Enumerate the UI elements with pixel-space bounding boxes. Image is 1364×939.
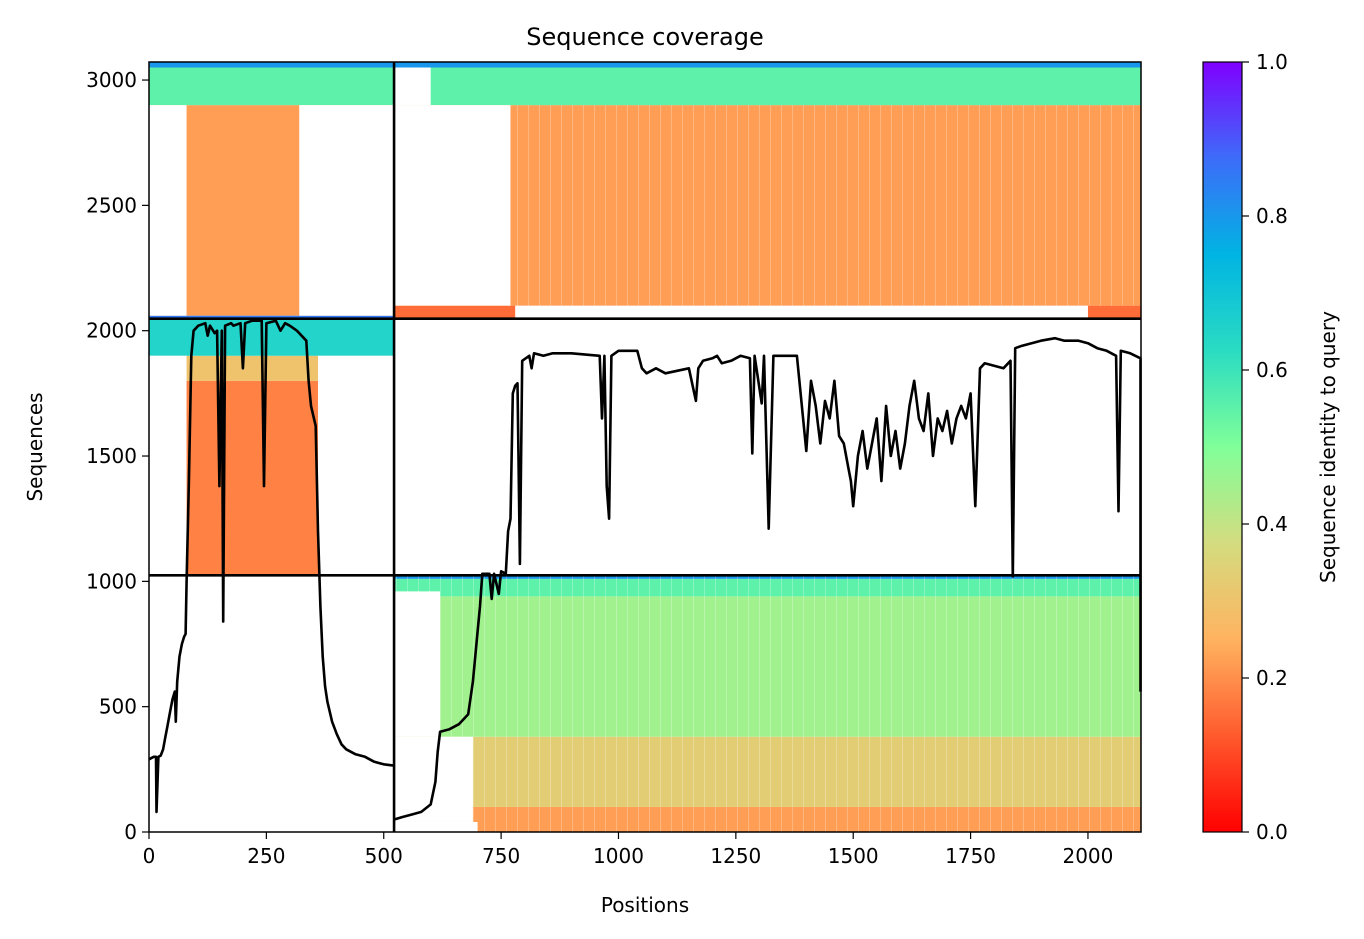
- coverage-gap-5: [394, 67, 431, 106]
- coverage-lines: [148, 319, 1142, 821]
- y-tick-label: 0: [124, 820, 137, 844]
- x-tick-label: 1500: [828, 844, 879, 868]
- x-tick-label: 2000: [1062, 844, 1113, 868]
- identity-band-7: [394, 62, 1141, 68]
- coverage-gap-2: [149, 355, 187, 576]
- colorbar-tick-label: 0.8: [1256, 204, 1288, 228]
- chart-title: Sequence coverage: [526, 23, 763, 51]
- coverage-gap-9: [515, 305, 1088, 319]
- y-tick-label: 2000: [86, 319, 137, 343]
- x-tick-label: 1000: [593, 844, 644, 868]
- x-axis-title: Positions: [601, 893, 689, 917]
- colorbar: [1202, 61, 1243, 833]
- y-axis-title: Sequences: [23, 392, 47, 501]
- identity-band-10: [149, 318, 395, 356]
- colorbar-tick-label: 0.0: [1256, 820, 1288, 844]
- msa-texture-b: [394, 575, 1141, 832]
- colorbar-tick-label: 0.4: [1256, 512, 1288, 536]
- colorbar-ticks: 0.0 0.2 0.4 0.6 0.8 1.0: [1242, 50, 1288, 844]
- y-tick-label: 1000: [86, 569, 137, 593]
- x-tick-label: 500: [365, 844, 403, 868]
- y-tick-label: 3000: [86, 68, 137, 92]
- colorbar-tick-label: 0.6: [1256, 358, 1288, 382]
- coverage-gap-0: [149, 105, 187, 316]
- plot-frame: [148, 61, 1142, 833]
- x-tick-label: 750: [482, 844, 520, 868]
- x-tick-label: 1750: [945, 844, 996, 868]
- y-tick-label: 2500: [86, 193, 137, 217]
- identity-band-3: [149, 62, 395, 68]
- coverage-gap-4: [394, 105, 511, 306]
- msa-identity-bands: [149, 62, 1142, 832]
- identity-band-2: [149, 67, 395, 106]
- x-tick-label: 1250: [710, 844, 761, 868]
- x-tick-label: 250: [247, 844, 285, 868]
- coverage-line-2: [393, 336, 1142, 821]
- chain-boundary-lines: [149, 62, 1141, 832]
- x-axis-ticks: 0 250 500 750 1000 1250 1500 1750 2000: [143, 832, 1113, 868]
- identity-band-6: [394, 67, 1141, 106]
- coverage-line-1: [148, 319, 394, 814]
- x-tick-label: 0: [143, 844, 156, 868]
- coverage-gap-1: [299, 105, 395, 316]
- colorbar-tick-label: 1.0: [1256, 50, 1288, 74]
- identity-band-0: [149, 315, 395, 319]
- msa-texture-top: [510, 105, 1142, 306]
- colorbar-label: Sequence identity to query: [1316, 311, 1340, 583]
- coverage-gap-3: [318, 355, 395, 576]
- y-tick-label: 500: [99, 695, 137, 719]
- y-axis-ticks: 0 500 1000 1500 2000 2500 3000: [86, 68, 149, 844]
- y-tick-label: 1500: [86, 444, 137, 468]
- colorbar-tick-label: 0.2: [1256, 666, 1288, 690]
